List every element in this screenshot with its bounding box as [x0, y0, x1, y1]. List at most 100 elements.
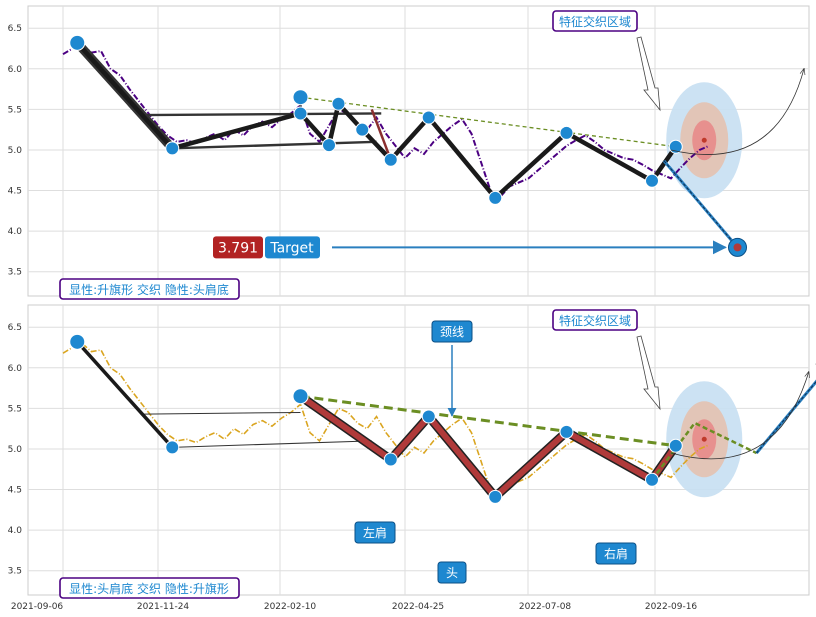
pivot-point	[668, 438, 683, 453]
top-pattern-label-box	[59, 278, 240, 300]
y-tick-label: 4.5	[8, 187, 22, 197]
y-tick-label: 4.0	[8, 227, 23, 237]
x-tick-label: 2021-11-24	[137, 602, 190, 612]
hs-segment	[387, 413, 432, 463]
neckline-callout: 颈线	[431, 320, 473, 417]
bottom-pattern-callout: 显性:头肩底 交织 隐性:升旗形	[59, 577, 240, 599]
bottom-pivot-points	[69, 333, 683, 504]
top-grid	[28, 6, 809, 296]
projected-flag-leg	[651, 421, 758, 481]
neckline-label-box	[431, 320, 473, 343]
bottom-zone-label-box	[552, 309, 638, 331]
y-tick-label: 6.0	[8, 364, 23, 374]
hs-segment	[492, 428, 570, 500]
hs-segment	[297, 393, 394, 463]
top-zone-label-box	[552, 10, 638, 32]
pivot-point	[488, 489, 503, 504]
bottom-y-ticks: 3.5 4.0 4.5 5.0 5.5 6.0 6.5	[8, 323, 23, 576]
left-shoulder-box	[354, 521, 396, 544]
neckline	[300, 394, 676, 448]
pivot-point	[322, 138, 336, 153]
bottom-interweave-zone	[666, 381, 743, 498]
top-neckline	[300, 96, 676, 148]
pivot-point	[69, 34, 86, 51]
pivot-point	[421, 409, 436, 424]
bottom-projected-curve	[670, 372, 809, 460]
y-tick-label: 3.5	[8, 567, 22, 577]
zig-segment	[388, 115, 431, 162]
bottom-grid	[28, 305, 809, 595]
flag-lower-line	[172, 140, 377, 150]
zig-segment	[326, 101, 341, 148]
y-tick-label: 3.5	[8, 268, 22, 278]
top-y-ticks: 3.5 4.0 4.5 5.0 5.5 6.0 6.5	[8, 24, 23, 277]
pivot-point	[355, 122, 370, 137]
bottom-x-ticks: 2021-09-06 2021-11-24 2022-02-10 2022-04-25…	[11, 602, 698, 612]
top-panel: 3.5 4.0 4.5 5.0 5.5 6.0 6.5 3.791 Target 特征交织区域…	[8, 5, 810, 300]
projected-curve	[670, 69, 804, 155]
top-target-group: 3.791 Target	[213, 69, 804, 259]
head-callout: 头	[437, 561, 467, 584]
pivot-point	[645, 173, 659, 188]
hs-segment	[425, 413, 499, 500]
x-tick-label: 2022-09-16	[645, 602, 698, 612]
target-value-badge	[213, 236, 263, 259]
target-value: 3.791	[218, 240, 258, 256]
y-tick-label: 4.0	[8, 526, 23, 536]
pivot-point	[559, 424, 574, 439]
flag-upper-line	[143, 112, 382, 117]
y-tick-label: 5.0	[8, 146, 23, 156]
x-tick-label: 2022-07-08	[519, 602, 572, 612]
bottom-pattern-label: 显性:头肩底 交织 隐性:升旗形	[69, 581, 229, 596]
bottom-panel: 3.5 4.0 4.5 5.0 5.5 6.0 6.5 2021-09-06 2021-11-…	[8, 304, 816, 612]
pivot-point	[165, 440, 180, 455]
top-pivot-points	[69, 34, 683, 205]
head-box	[437, 561, 467, 584]
zig-segment	[493, 130, 569, 201]
target-label-badge	[265, 236, 320, 259]
target-projection-dash	[663, 160, 738, 248]
y-tick-label: 4.5	[8, 486, 22, 496]
top-pattern-callout: 显性:升旗形 交织 隐性:头肩底	[59, 278, 240, 300]
hs-segment	[563, 428, 655, 483]
zig-segment	[426, 115, 498, 201]
bottom-flag-upper	[143, 411, 301, 415]
x-tick-label: 2022-04-25	[392, 602, 444, 612]
bottom-zone-callout: 特征交织区域	[552, 309, 661, 411]
right-shoulder-box	[595, 542, 637, 565]
top-zone-callout: 特征交织区域	[552, 10, 661, 112]
neckline-label: 颈线	[440, 325, 464, 339]
top-interweave-zone	[666, 82, 743, 199]
head-label: 头	[446, 566, 458, 580]
pivot-point	[383, 452, 398, 467]
pivot-point	[645, 472, 659, 487]
y-tick-label: 5.5	[8, 404, 22, 414]
bottom-zone-label: 特征交织区域	[559, 313, 631, 328]
zig-segment	[298, 111, 332, 148]
bottom-zone-arrow	[636, 335, 661, 411]
x-tick-label: 2021-09-06	[11, 602, 64, 612]
bottom-flag-lower	[172, 440, 372, 448]
top-zone-label: 特征交织区域	[559, 14, 631, 29]
zig-segment	[564, 130, 655, 184]
y-tick-label: 6.5	[8, 24, 22, 34]
left-shoulder-label: 左肩	[363, 525, 387, 540]
pivot-point	[421, 110, 436, 125]
zig-segment	[75, 40, 175, 151]
pivot-point	[69, 333, 86, 350]
pivot-point	[331, 96, 346, 111]
bottom-pattern-label-box	[59, 577, 240, 599]
zone-center-dot	[701, 436, 707, 442]
target-point-inner	[733, 243, 742, 252]
pivot-point	[488, 190, 503, 205]
right-shoulder-label: 右肩	[604, 546, 628, 561]
zone-center-dot	[701, 137, 707, 143]
y-tick-label: 6.5	[8, 323, 22, 333]
pivot-point	[383, 152, 398, 167]
top-zigzag-lines	[72, 38, 678, 201]
pivot-point	[165, 141, 180, 156]
top-price-line	[62, 43, 710, 199]
pivot-point	[293, 106, 308, 121]
zig-segment	[75, 340, 174, 450]
